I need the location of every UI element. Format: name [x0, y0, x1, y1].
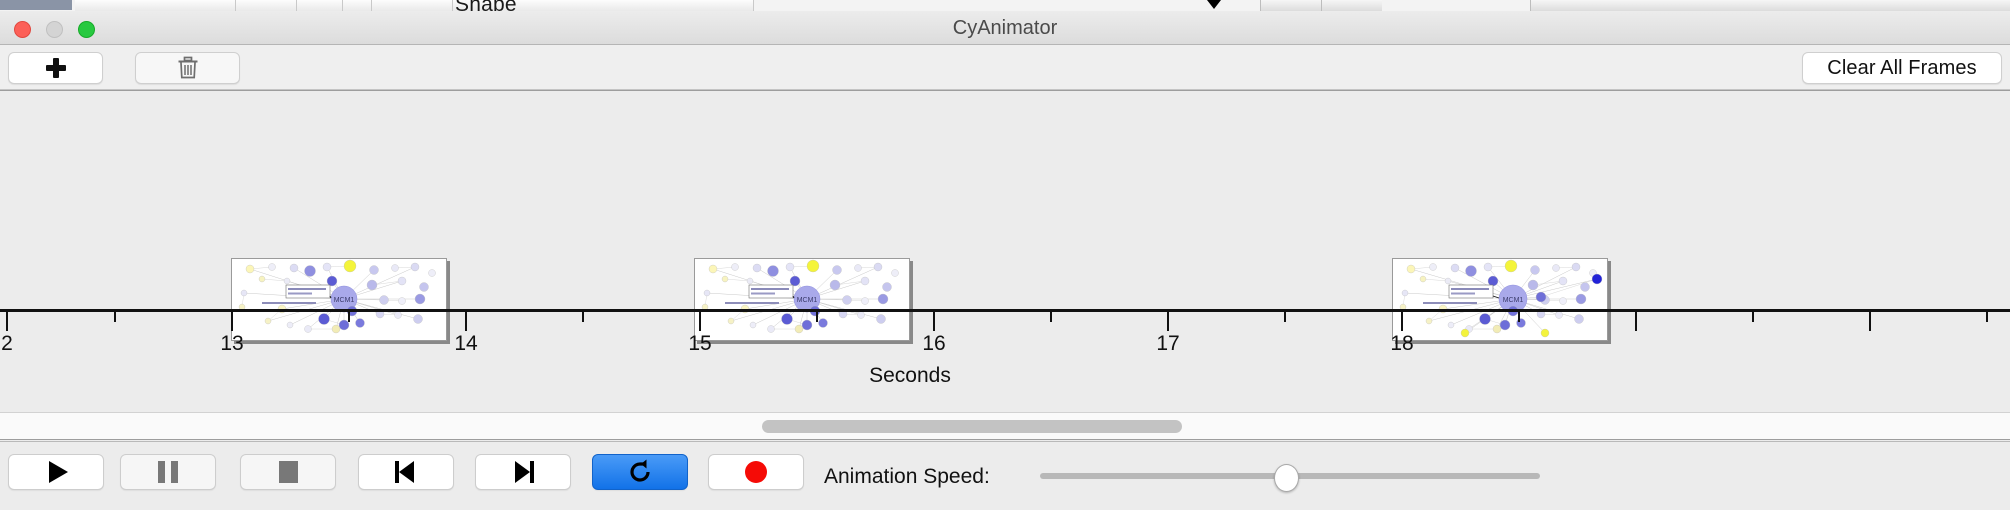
axis-tick-minor: [1284, 312, 1286, 322]
record-icon: [745, 461, 767, 483]
axis-tick-major: [465, 312, 467, 331]
trash-icon: [178, 56, 197, 79]
background-cursor-arrow-icon: [1207, 0, 1221, 9]
title-bar: CyAnimator: [0, 11, 2010, 45]
background-shape-label: Shape: [455, 0, 517, 12]
pause-icon: [158, 461, 178, 483]
stop-icon: [278, 461, 298, 483]
record-button[interactable]: [708, 454, 804, 490]
axis-tick-minor: [816, 312, 818, 322]
animation-speed-slider[interactable]: [1040, 442, 1540, 511]
axis-tick-minor: [582, 312, 584, 322]
stop-button[interactable]: [240, 454, 336, 490]
axis-tick-major: [1167, 312, 1169, 331]
loop-icon: [630, 459, 650, 482]
delete-frame-button[interactable]: [135, 52, 240, 84]
axis-tick-minor: [1869, 312, 1871, 322]
axis-tick-minor: [1635, 312, 1637, 322]
background-chip: [297, 0, 343, 12]
background-window-strip: Shape: [0, 0, 2010, 12]
background-chip: [236, 0, 297, 12]
skip-back-icon: [395, 461, 417, 483]
background-dark-chip: [0, 0, 72, 10]
animation-speed-label: Animation Speed:: [824, 465, 990, 488]
svg-text:MCM1: MCM1: [1503, 297, 1524, 304]
axis-tick-major: [1401, 312, 1403, 331]
loop-button[interactable]: [592, 454, 688, 490]
svg-text:MCM1: MCM1: [797, 297, 818, 304]
frame-thumbnail-2[interactable]: MCM1: [694, 258, 910, 341]
maximize-icon[interactable]: [78, 21, 95, 38]
background-chip: [1321, 0, 1382, 11]
axis-tick-minor: [348, 312, 350, 322]
axis-tick-label: 16: [922, 332, 946, 355]
plus-icon: [45, 58, 66, 78]
frame-track[interactable]: MCM1 MCM1 MCM1: [0, 91, 2010, 341]
axis-tick-major: [6, 312, 8, 331]
svg-text:MCM1: MCM1: [334, 297, 355, 304]
slider-thumb[interactable]: [1274, 464, 1299, 492]
play-button[interactable]: [8, 454, 104, 490]
timeline-axis: 2 13 14 15 16 17 18 Seconds: [0, 309, 2010, 412]
axis-tick-minor: [1986, 312, 1988, 322]
background-chip: [372, 0, 453, 12]
add-frame-button[interactable]: [8, 52, 103, 84]
frame-toolbar: Clear All Frames: [0, 45, 2010, 90]
axis-tick-label: 14: [454, 332, 478, 355]
axis-line: [0, 309, 2010, 312]
timeline-panel[interactable]: MCM1 MCM1 MCM1 2 13 14 15 16 17 18 Seconds: [0, 90, 2010, 412]
axis-tick-label: 17: [1156, 332, 1180, 355]
background-chip: [343, 0, 372, 12]
play-icon: [48, 461, 68, 483]
axis-tick-major: [231, 312, 233, 331]
background-chip: [1260, 0, 1321, 11]
pause-button[interactable]: [120, 454, 216, 490]
axis-tick-major: [699, 312, 701, 331]
background-chip: [1530, 0, 2010, 11]
axis-tick-label: 15: [688, 332, 712, 355]
axis-tick-major: [933, 312, 935, 331]
background-chip: [453, 0, 754, 12]
background-chip: [75, 0, 236, 12]
axis-tick-minor: [1752, 312, 1754, 322]
clear-all-frames-button[interactable]: Clear All Frames: [1802, 52, 2002, 84]
playback-controls: Animation Speed:: [0, 441, 2010, 510]
axis-tick-minor: [1518, 312, 1520, 322]
axis-tick-label: 13: [220, 332, 244, 355]
frame-thumbnail-3[interactable]: MCM1: [1392, 258, 1608, 341]
next-frame-button[interactable]: [475, 454, 571, 490]
axis-title: Seconds: [869, 364, 951, 387]
axis-tick-minor: [114, 312, 116, 322]
window-title: CyAnimator: [952, 17, 1058, 39]
close-icon[interactable]: [14, 21, 31, 38]
minimize-icon[interactable]: [46, 21, 63, 38]
axis-tick-label: 18: [1390, 332, 1414, 355]
axis-tick-label: 2: [1, 332, 13, 355]
prev-frame-button[interactable]: [358, 454, 454, 490]
horizontal-scrollbar-thumb[interactable]: [762, 420, 1182, 433]
skip-forward-icon: [512, 461, 534, 483]
horizontal-scrollbar[interactable]: [0, 412, 2010, 440]
axis-tick-minor: [1050, 312, 1052, 322]
